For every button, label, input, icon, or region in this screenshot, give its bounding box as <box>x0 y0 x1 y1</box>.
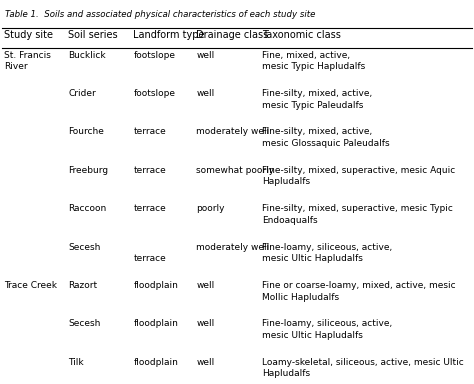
Text: somewhat poorly: somewhat poorly <box>196 166 274 175</box>
Text: Freeburg: Freeburg <box>68 166 109 175</box>
Text: Loamy-skeletal, siliceous, active, mesic Ultic
Hapludalfs: Loamy-skeletal, siliceous, active, mesic… <box>263 358 464 378</box>
Text: well: well <box>196 281 215 290</box>
Text: footslope: footslope <box>133 51 175 60</box>
Text: Table 1.  Soils and associated physical characteristics of each study site: Table 1. Soils and associated physical c… <box>5 10 315 18</box>
Text: Taxonomic class: Taxonomic class <box>263 30 341 40</box>
Text: Tilk: Tilk <box>68 358 84 367</box>
Text: moderately well: moderately well <box>196 127 270 136</box>
Text: moderately well: moderately well <box>196 243 270 252</box>
Text: floodplain: floodplain <box>133 281 178 290</box>
Text: floodplain: floodplain <box>133 358 178 367</box>
Text: Razort: Razort <box>68 281 98 290</box>
Text: Fine-silty, mixed, superactive, mesic Aquic
Hapludalfs: Fine-silty, mixed, superactive, mesic Aq… <box>263 166 456 186</box>
Text: well: well <box>196 358 215 367</box>
Text: Fine-loamy, siliceous, active,
mesic Ultic Hapludalfs: Fine-loamy, siliceous, active, mesic Ult… <box>263 243 392 263</box>
Text: well: well <box>196 319 215 328</box>
Text: Crider: Crider <box>68 89 96 98</box>
Text: Trace Creek: Trace Creek <box>4 281 57 290</box>
Text: Fine, mixed, active,
mesic Typic Hapludalfs: Fine, mixed, active, mesic Typic Hapluda… <box>263 51 365 71</box>
Text: floodplain: floodplain <box>133 319 178 328</box>
Text: Study site: Study site <box>4 30 54 40</box>
Text: Raccoon: Raccoon <box>68 204 107 213</box>
Text: Bucklick: Bucklick <box>68 51 106 60</box>
Text: Fine-silty, mixed, active,
mesic Glossaquic Paleudalfs: Fine-silty, mixed, active, mesic Glossaq… <box>263 127 390 148</box>
Text: footslope: footslope <box>133 89 175 98</box>
Text: St. Francis
River: St. Francis River <box>4 51 51 71</box>
Text: Secesh: Secesh <box>68 243 101 252</box>
Text: Soil series: Soil series <box>68 30 118 40</box>
Text: well: well <box>196 51 215 60</box>
Text: terrace: terrace <box>133 127 166 136</box>
Text: terrace: terrace <box>133 243 166 263</box>
Text: Secesh: Secesh <box>68 319 101 328</box>
Text: Fine-silty, mixed, active,
mesic Typic Paleudalfs: Fine-silty, mixed, active, mesic Typic P… <box>263 89 373 109</box>
Text: Landform type: Landform type <box>133 30 205 40</box>
Text: well: well <box>196 89 215 98</box>
Text: Fine-loamy, siliceous, active,
mesic Ultic Hapludalfs: Fine-loamy, siliceous, active, mesic Ult… <box>263 319 392 340</box>
Text: Fine-silty, mixed, superactive, mesic Typic
Endoaqualfs: Fine-silty, mixed, superactive, mesic Ty… <box>263 204 453 225</box>
Text: Drainage class: Drainage class <box>196 30 269 40</box>
Text: Fourche: Fourche <box>68 127 104 136</box>
Text: Fine or coarse-loamy, mixed, active, mesic
Mollic Hapludalfs: Fine or coarse-loamy, mixed, active, mes… <box>263 281 456 301</box>
Text: poorly: poorly <box>196 204 225 213</box>
Text: terrace: terrace <box>133 166 166 175</box>
Text: terrace: terrace <box>133 204 166 213</box>
